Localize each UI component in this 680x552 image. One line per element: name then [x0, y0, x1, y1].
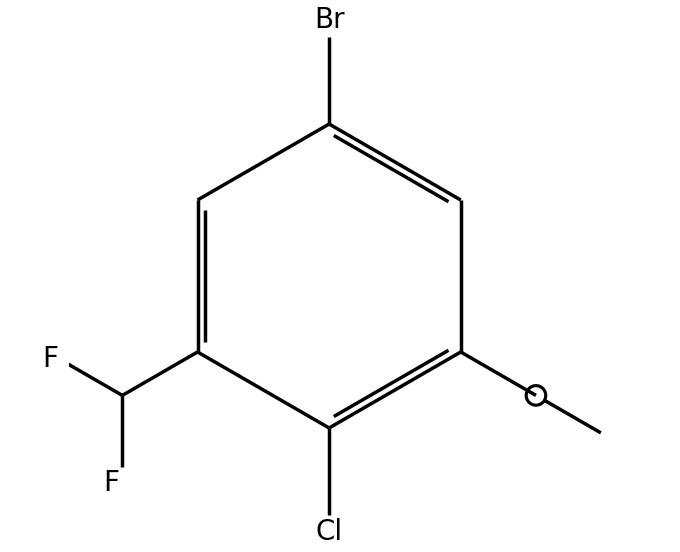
Text: F: F	[42, 344, 58, 373]
Text: Cl: Cl	[316, 518, 343, 545]
Text: Br: Br	[314, 7, 345, 34]
Text: F: F	[103, 469, 120, 497]
